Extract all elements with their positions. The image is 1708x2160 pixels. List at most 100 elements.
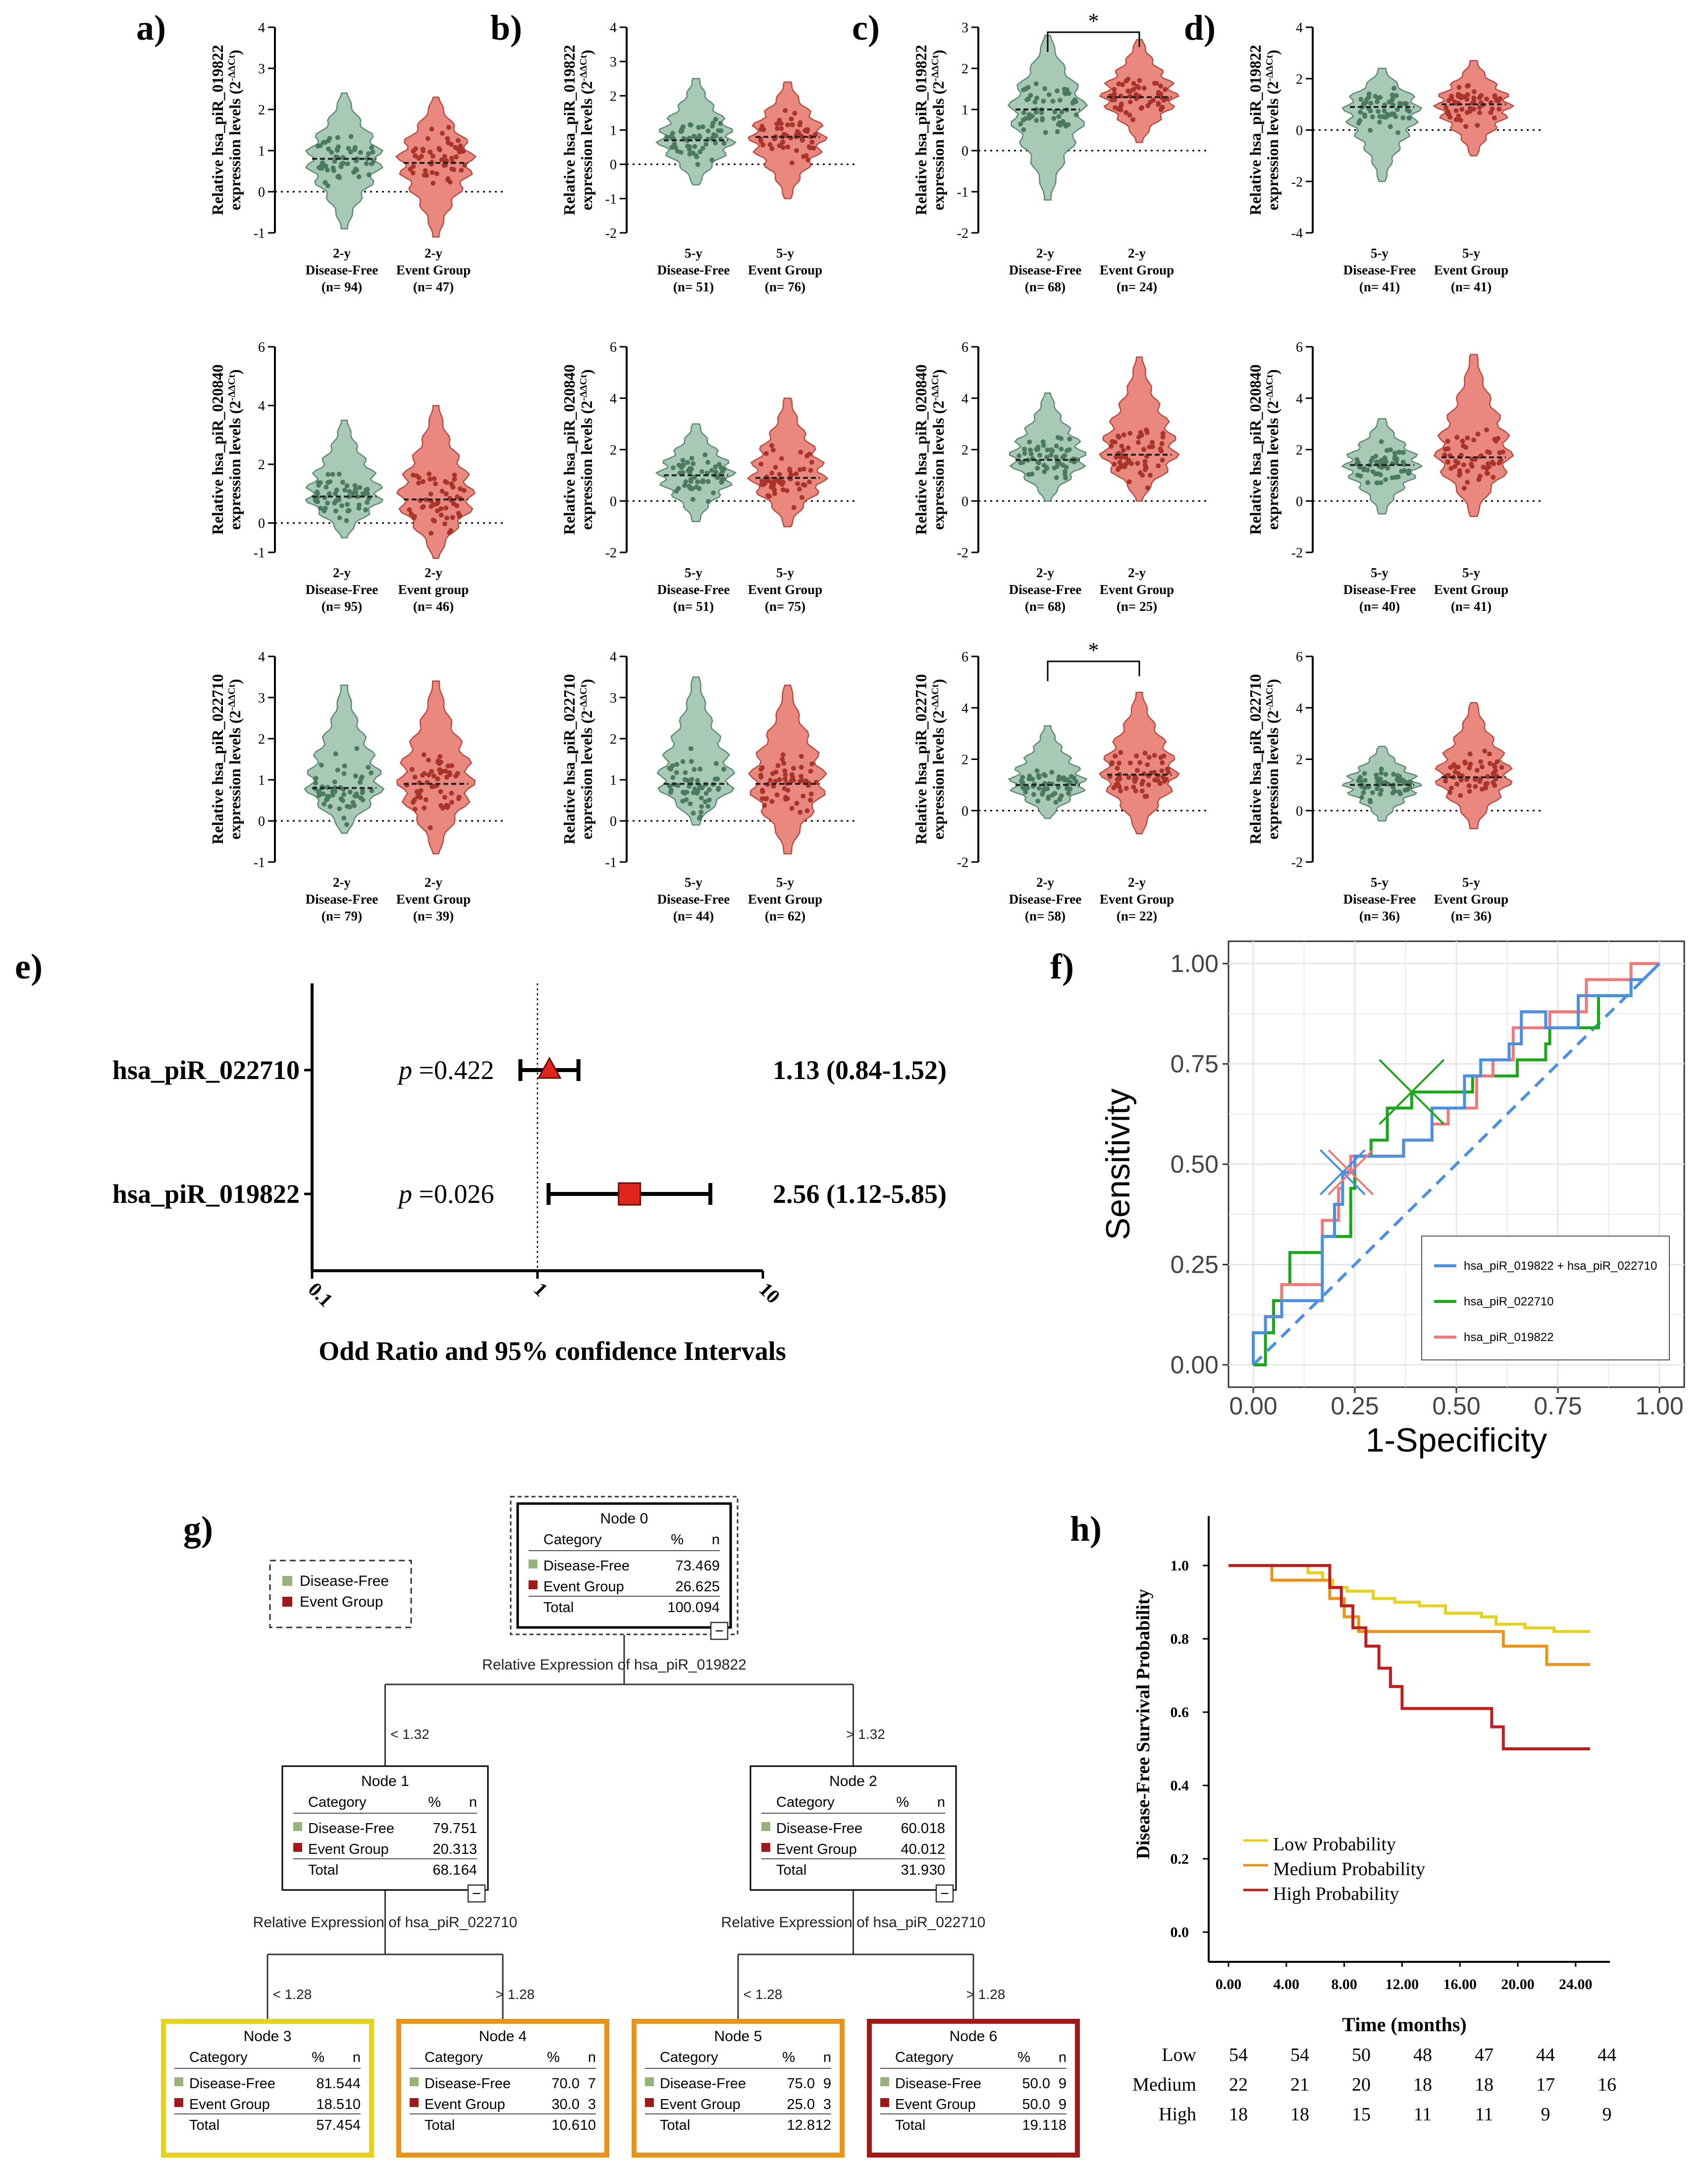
category-label: Event Group bbox=[189, 2097, 270, 2112]
data-point bbox=[1393, 93, 1399, 98]
data-point bbox=[326, 491, 332, 496]
category-label: Event Group bbox=[543, 1579, 624, 1595]
data-point bbox=[1357, 775, 1362, 781]
panel-label-h: h) bbox=[1070, 1509, 1102, 1549]
data-point bbox=[459, 167, 464, 173]
data-point bbox=[1052, 791, 1058, 796]
data-point bbox=[326, 794, 332, 799]
data-point bbox=[709, 123, 715, 129]
data-point bbox=[689, 758, 694, 764]
data-point bbox=[1031, 792, 1036, 797]
x-tick-label: 10 bbox=[755, 1278, 785, 1308]
data-point bbox=[1455, 764, 1461, 770]
y-tick-label: 1 bbox=[610, 773, 617, 788]
data-point bbox=[1376, 108, 1381, 114]
data-point bbox=[448, 528, 454, 533]
data-point bbox=[780, 140, 786, 145]
data-point bbox=[1136, 85, 1141, 90]
count-value: 9 bbox=[823, 2076, 831, 2092]
risk-table-value: 11 bbox=[1414, 2104, 1432, 2125]
group-label: Event Group bbox=[396, 263, 471, 277]
violin-shape-free bbox=[656, 676, 736, 826]
split-variable: Relative Expression of hsa_piR_019822 bbox=[482, 1657, 747, 1673]
data-point bbox=[673, 145, 678, 150]
data-point bbox=[1467, 751, 1473, 756]
data-point bbox=[1379, 439, 1384, 444]
data-point bbox=[443, 491, 449, 496]
y-tick-label: 1 bbox=[610, 123, 617, 139]
data-point bbox=[360, 797, 366, 803]
data-point bbox=[1057, 797, 1063, 802]
y-axis-label: Relative hsa_piR_020840 bbox=[1246, 365, 1264, 535]
tree-node: Node 1 Category% n Disease-Free 79.7 51 Event … bbox=[281, 1765, 489, 1903]
column-header: Category bbox=[543, 1532, 602, 1548]
y-axis-label-superscript: -ΔΔCt bbox=[930, 684, 941, 710]
data-point bbox=[1491, 780, 1496, 785]
data-point bbox=[1022, 450, 1027, 456]
data-point bbox=[691, 461, 696, 466]
data-point bbox=[1445, 459, 1450, 465]
y-tick-label: 1 bbox=[258, 773, 265, 788]
data-point bbox=[407, 507, 412, 512]
data-point bbox=[1123, 786, 1129, 791]
data-point bbox=[1377, 119, 1383, 125]
y-axis-label: Relative hsa_piR_022710 bbox=[560, 674, 578, 845]
data-point bbox=[1034, 768, 1040, 773]
data-point bbox=[449, 156, 455, 161]
data-point bbox=[1467, 789, 1472, 794]
data-point bbox=[1455, 460, 1461, 466]
y-tick-label: -1 bbox=[957, 185, 968, 200]
data-point bbox=[366, 764, 371, 770]
data-point bbox=[1465, 83, 1470, 89]
data-point bbox=[1494, 759, 1500, 764]
y-axis-label-unit: expression levels (2-ΔΔCt) bbox=[226, 50, 244, 210]
category-label: Total bbox=[189, 2117, 219, 2133]
data-point bbox=[682, 483, 688, 488]
y-tick-label: 2 bbox=[961, 61, 968, 77]
y-tick-label: -2 bbox=[605, 226, 617, 241]
data-point bbox=[1379, 788, 1384, 793]
data-point bbox=[1357, 118, 1363, 123]
data-point bbox=[1464, 110, 1470, 115]
branch-label: < 1.32 bbox=[390, 1727, 429, 1742]
data-point bbox=[1404, 101, 1409, 107]
violin-shape-free bbox=[1007, 35, 1088, 201]
data-point bbox=[706, 787, 712, 792]
group-label: (n= 41) bbox=[1451, 599, 1492, 614]
data-point bbox=[696, 125, 701, 130]
data-point bbox=[359, 774, 365, 780]
percent-value: 10.6 bbox=[552, 2117, 580, 2133]
node-title: Node 1 bbox=[361, 1773, 409, 1789]
data-point bbox=[420, 772, 426, 778]
violin-shape-free bbox=[304, 684, 385, 834]
data-point bbox=[345, 502, 350, 507]
data-point bbox=[1133, 776, 1139, 781]
data-point bbox=[697, 766, 703, 772]
data-point bbox=[680, 470, 686, 475]
column-header: n bbox=[1059, 2050, 1067, 2065]
data-point bbox=[702, 799, 708, 805]
data-point bbox=[706, 797, 712, 803]
data-point bbox=[1471, 437, 1477, 443]
data-point bbox=[1027, 439, 1032, 445]
data-point bbox=[332, 785, 338, 791]
y-axis-label-unit-text: expression levels (2 bbox=[578, 401, 595, 530]
data-point bbox=[353, 773, 358, 779]
data-point bbox=[679, 128, 685, 134]
or-marker-triangle bbox=[537, 1056, 562, 1079]
node-box bbox=[632, 2019, 845, 2158]
data-point bbox=[1056, 785, 1061, 790]
data-point bbox=[318, 480, 323, 486]
violin-chart: -4 -2 0 2 4 Relative hsa_piR_019822 expression… bbox=[1246, 20, 1541, 294]
data-point bbox=[700, 479, 706, 485]
y-axis-label: Relative hsa_piR_019822 bbox=[560, 45, 578, 216]
data-point bbox=[695, 789, 700, 795]
y-tick-label: 0 bbox=[1296, 123, 1303, 139]
data-point bbox=[1036, 773, 1042, 779]
data-point bbox=[1044, 455, 1050, 460]
legend: hsa_piR_019822 + hsa_piR_022710 hsa_piR_0… bbox=[1421, 1236, 1670, 1360]
data-point bbox=[1362, 112, 1367, 117]
y-tick-label: 1.0 bbox=[1171, 1558, 1189, 1574]
data-point bbox=[1160, 105, 1165, 110]
data-point bbox=[1370, 790, 1375, 795]
